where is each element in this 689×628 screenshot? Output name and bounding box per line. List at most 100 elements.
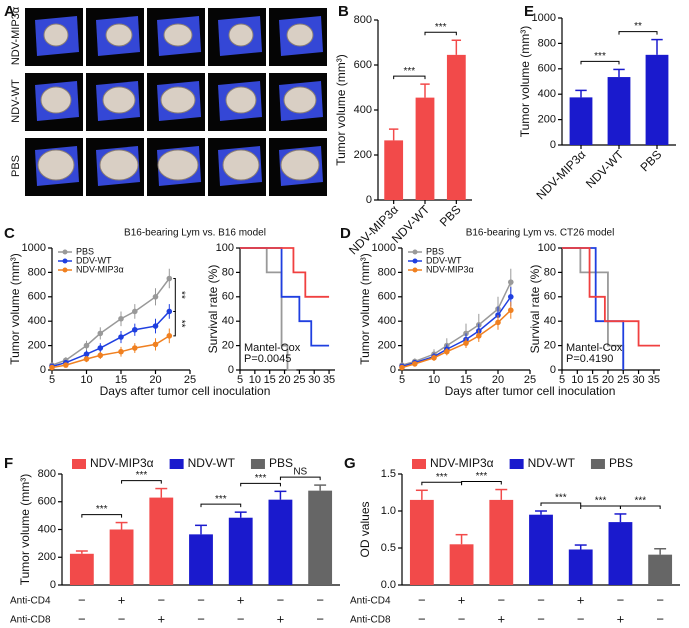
annotation: Mantel-Cox [566,342,623,354]
photo-tumor [160,86,196,114]
x-tick-label: 30 [632,374,644,386]
y-tick-label: 400 [354,104,372,116]
legend-swatch [590,459,605,469]
x-tick-label: 35 [648,374,660,386]
point [495,319,501,326]
y-tick-label: 80 [544,266,556,278]
point [412,361,418,367]
significance-label: *** [255,473,267,484]
panel-letter: C [4,225,15,242]
y-tick-label: 600 [28,291,46,303]
bar [228,517,253,585]
y-tick-label: 60 [544,291,556,303]
x-tick-label: 10 [249,374,261,386]
y-tick-label: 600 [354,59,372,71]
photo-tumor [102,86,136,114]
treatment-sign: − [537,611,545,626]
treatment-sign: − [497,592,505,607]
point [166,275,173,282]
photo-tumor [40,86,72,114]
treatment-sign: + [577,592,585,607]
bar [149,497,174,585]
y-tick-label: 200 [354,149,372,161]
significance-bracket [424,31,457,36]
photo-tumor [43,23,69,47]
treatment-sign: − [157,592,165,607]
treatment-sign: − [656,592,664,607]
y-tick-label: 1000 [22,242,46,254]
photo-tumor [105,23,133,47]
significance-label: *** [136,470,148,481]
treatment-sign: − [118,611,126,626]
panel-letter: D [340,225,351,242]
photo-tumor [37,149,75,181]
bar [489,499,514,585]
photo-tumor [99,149,139,181]
legend-label: NDV-MIP3α [426,264,474,274]
significance-bracket [173,310,176,337]
treatment-sign: − [78,611,86,626]
legend-label: PBS [426,246,444,256]
point [132,326,138,333]
significance-label: *** [555,493,567,504]
treatment-sign: + [118,592,126,607]
point [83,342,90,349]
point [97,330,104,337]
y-axis-label: Tumor volume (mm³) [358,253,372,365]
y-axis-label: Tumor volume (mm³) [18,474,32,586]
y-tick-label: 0 [366,194,372,206]
chart-title: B16-bearing Lym vs. CT26 model [466,228,615,239]
significance-label: *** [594,51,606,62]
treatment-sign: − [78,592,86,607]
point [132,345,138,351]
line [51,278,170,366]
bar [449,544,474,585]
treatment-sign: + [237,592,245,607]
point [508,294,514,300]
legend-marker [62,267,68,273]
line [401,281,512,366]
y-axis-label: Tumor volume (mm³) [8,253,22,365]
y-tick-label: 1000 [532,12,556,24]
significance-bracket [540,502,582,506]
legend-swatch [509,459,524,469]
x-tick-label: 35 [323,374,335,386]
legend-marker [62,249,68,255]
y-tick-label: 1.5 [381,468,396,480]
photo-tumor [228,23,254,47]
line [401,296,512,368]
point [118,315,124,322]
point [152,341,159,348]
y-tick-label: 200 [538,114,556,126]
x-tick-label: 5 [49,374,55,386]
x-tick-label: 15 [587,374,599,386]
y-tick-label: 20 [222,340,234,352]
significance-label: *** [634,496,646,507]
bar [268,499,293,585]
significance-label: *** [595,496,607,507]
legend-label: PBS [269,456,293,470]
treatment-sign: + [277,611,285,626]
point [132,308,138,315]
y-tick-label: 1000 [372,242,396,254]
point [83,356,90,362]
significance-label: NS [293,467,307,478]
y-tick-label: 0.0 [381,579,396,591]
survival-curve [562,247,660,347]
treatment-sign: − [277,592,285,607]
bar [446,54,466,200]
legend-marker [412,258,418,264]
legend-label: NDV-WT [188,456,236,470]
point [97,352,104,359]
treatment-sign: − [418,592,426,607]
significance-bracket [580,60,620,65]
y-axis-label: Survival rate (%) [206,265,220,354]
significance-label: *** [215,494,227,505]
legend-swatch [169,459,184,469]
panel-letter: A [4,3,15,20]
bar [608,522,633,585]
photo-tumor [163,23,193,47]
row-label: NDV-WT [10,79,22,123]
treatment-sign: − [316,611,324,626]
bar [568,549,593,585]
